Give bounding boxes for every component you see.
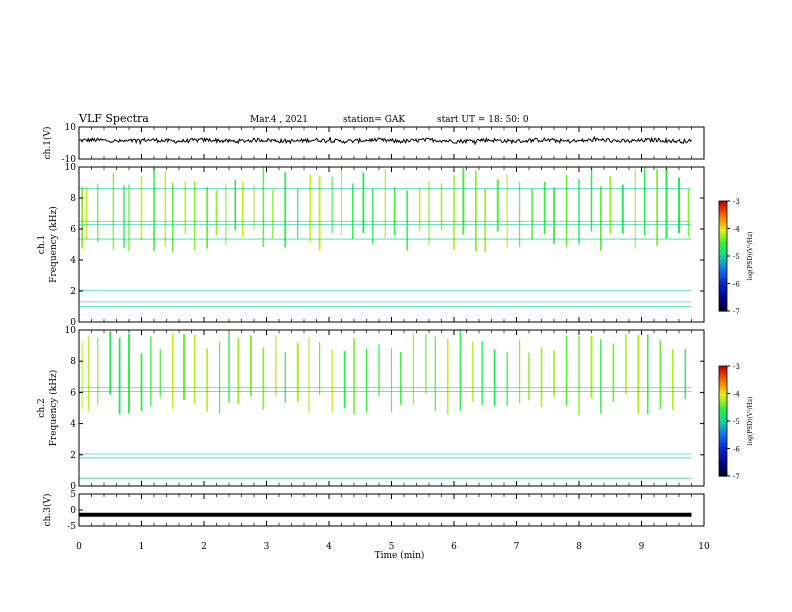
xtick-label-8: 8 bbox=[576, 542, 582, 552]
ch2-spec-ytick-label-1: 2 bbox=[70, 451, 76, 461]
xtick-label-4: 4 bbox=[326, 542, 332, 552]
xtick-label-2: 2 bbox=[201, 542, 207, 552]
ch1-ylabel: ch.1(V) bbox=[42, 127, 53, 160]
ch2-spec-ytick-label-3: 6 bbox=[70, 388, 76, 398]
start-time-label: start UT = 18: 50: 0 bbox=[437, 115, 529, 125]
xtick-label-7: 7 bbox=[514, 542, 520, 552]
ch1-spec-colorbar-tick-label-4: -7 bbox=[733, 308, 740, 316]
xaxis-label: Time (min) bbox=[375, 550, 425, 561]
ch2-spec-colorbar-tick-label-3: -6 bbox=[733, 446, 740, 454]
ch2-spec-ytick-label-2: 4 bbox=[70, 420, 76, 430]
xtick-label-5: 5 bbox=[389, 542, 395, 552]
ch1-spec-ytick-label-4: 8 bbox=[70, 194, 76, 204]
ch1-spec-ytick-label-1: 2 bbox=[70, 287, 76, 297]
ch1-spec-colorbar-tick-label-0: -3 bbox=[733, 198, 740, 206]
ch1-spec-ylabel-frequency: Frequency (kHz) bbox=[48, 206, 59, 283]
ch2-spec-colorbar-tick-label-1: -4 bbox=[733, 391, 740, 399]
ch2-spec-ytick-label-0: 0 bbox=[70, 482, 76, 492]
ch2-spec-ylabel-channel: ch.2 bbox=[37, 398, 47, 417]
ch3-plot-frame bbox=[78, 493, 705, 527]
ch2-spec-colorbar-tick-label-2: -5 bbox=[733, 418, 740, 426]
ch3-ytick-label-1: 0 bbox=[70, 506, 76, 516]
ch1-spec-ytick-label-2: 4 bbox=[70, 256, 76, 266]
ch1-waveform-line bbox=[79, 135, 692, 146]
xtick-label-3: 3 bbox=[264, 542, 270, 552]
ch2-spec-colorbar-tick-label-4: -7 bbox=[733, 473, 740, 481]
ch1-ytick-label-0: 10 bbox=[65, 123, 77, 133]
date-label: Mar.4 , 2021 bbox=[250, 115, 308, 125]
ch2-spec-ylabel-frequency: Frequency (kHz) bbox=[48, 370, 59, 447]
ch1-spec-colorbar-tick-label-2: -5 bbox=[733, 253, 740, 261]
ch1-spec-ytick-label-5: 10 bbox=[65, 163, 77, 173]
ch2-spec-colorbar-label: log(PSD)(V²/Hz) bbox=[747, 397, 754, 446]
ch1-ytick-label-1: -10 bbox=[62, 155, 77, 165]
xtick-label-0: 0 bbox=[76, 542, 82, 552]
ch1-spec-colorbar-tick-label-1: -4 bbox=[733, 226, 740, 234]
ch3-ytick-label-2: -5 bbox=[67, 522, 76, 532]
ch1-spec-ytick-label-0: 0 bbox=[70, 318, 76, 328]
ch2-spec-ytick-label-4: 8 bbox=[70, 357, 76, 367]
xtick-label-10: 10 bbox=[698, 542, 710, 552]
station-label: station= GAK bbox=[343, 115, 406, 125]
ch1-spec-colorbar-label: log(PSD)(V²/Hz) bbox=[747, 232, 754, 281]
ch1-spec-ylabel-channel: ch.1 bbox=[37, 235, 47, 254]
xtick-label-6: 6 bbox=[451, 542, 457, 552]
xtick-label-1: 1 bbox=[139, 542, 145, 552]
ch1-spec-ytick-label-3: 6 bbox=[70, 225, 76, 235]
ch2-spec-colorbar-tick-label-0: -3 bbox=[733, 363, 740, 371]
ch3-ylabel: ch.3(V) bbox=[42, 494, 53, 527]
ch1-spec-plot-background bbox=[79, 167, 704, 322]
ch1-spec-colorbar-tick-label-3: -6 bbox=[733, 281, 740, 289]
ch3-ytick-label-0: 5 bbox=[70, 490, 76, 500]
ch2-spec-ytick-label-5: 10 bbox=[65, 326, 77, 336]
chart-title: VLF Spectra bbox=[79, 112, 149, 125]
xtick-label-9: 9 bbox=[639, 542, 645, 552]
